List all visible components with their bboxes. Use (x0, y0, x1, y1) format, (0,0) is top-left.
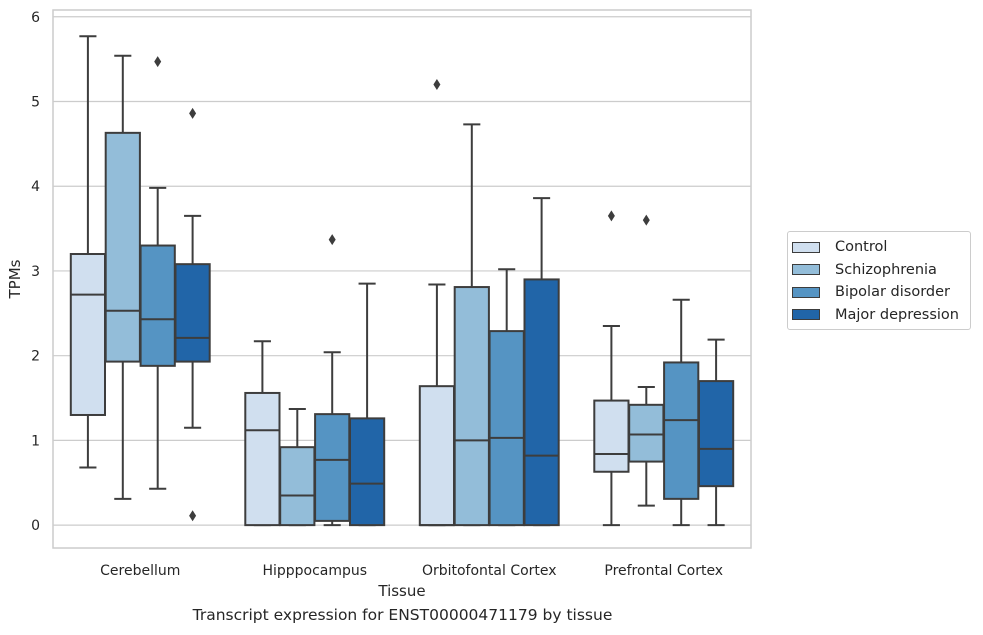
y-tick-label: 6 (31, 10, 40, 26)
x-tick-label: Hipppocampus (262, 563, 367, 579)
box-group (279, 408, 316, 527)
legend-label: Control (835, 239, 888, 256)
outlier-point (154, 56, 162, 68)
legend-item: Major depression (788, 304, 970, 327)
box-group (488, 268, 525, 527)
box-group (593, 210, 630, 527)
box (279, 446, 316, 527)
outlier-point (189, 107, 197, 119)
box (523, 278, 560, 527)
box-group (314, 234, 351, 527)
box-group (663, 298, 700, 527)
legend-label: Bipolar disorder (835, 284, 950, 301)
y-tick-label: 5 (31, 95, 40, 111)
legend-item: Schizophrenia (788, 259, 970, 282)
legend-swatch (792, 309, 820, 321)
y-tick-label: 1 (31, 433, 40, 449)
box (593, 399, 630, 473)
box (697, 380, 735, 488)
x-axis-label: Tissue (377, 582, 425, 600)
box-group (69, 35, 107, 469)
box (104, 131, 141, 363)
y-tick-label: 0 (31, 518, 40, 534)
legend: Control Schizophrenia Bipolar disorder Majo… (787, 231, 971, 330)
x-tick-label: Prefrontal Cortex (604, 563, 723, 579)
legend-item: Control (788, 236, 970, 259)
box-group (139, 56, 176, 490)
box (174, 263, 211, 363)
x-tick-label: Cerebellum (100, 563, 180, 579)
outlier-point (189, 510, 197, 522)
y-tick-labels: 0 1 2 3 4 5 6 (31, 10, 40, 534)
box-group (628, 214, 665, 507)
box (139, 244, 176, 367)
box (663, 361, 700, 500)
box (628, 403, 665, 463)
legend-label: Major depression (835, 306, 959, 323)
box (453, 286, 490, 527)
box (314, 413, 351, 522)
boxes (69, 35, 735, 527)
box (418, 385, 456, 527)
legend-swatch (792, 241, 820, 253)
box (244, 391, 281, 527)
box-group (418, 79, 456, 527)
outlier-point (642, 214, 650, 226)
box-group (523, 197, 560, 527)
box (348, 417, 386, 527)
box-group (697, 338, 735, 527)
y-tick-label: 2 (31, 349, 40, 365)
outlier-point (607, 210, 615, 222)
y-tick-label: 4 (31, 179, 40, 195)
outlier-point (433, 79, 441, 91)
x-tick-labels: Cerebellum Hipppocampus Orbitofontal Corte… (100, 563, 723, 579)
y-axis-label: TPMs (6, 259, 24, 299)
box-group (244, 340, 281, 527)
legend-swatch (792, 286, 820, 298)
legend-label: Schizophrenia (835, 261, 937, 278)
box (69, 253, 107, 416)
x-tick-label: Orbitofontal Cortex (422, 563, 557, 579)
plot-frame (52, 9, 752, 549)
box-group (104, 54, 141, 500)
box-group (453, 123, 490, 527)
outlier-point (328, 234, 336, 246)
box (488, 330, 525, 527)
legend-item: Bipolar disorder (788, 281, 970, 304)
box-group (174, 107, 211, 522)
chart-caption: Transcript expression for ENST0000047117… (192, 606, 613, 624)
y-tick-label: 3 (31, 264, 40, 280)
legend-swatch (792, 264, 820, 276)
box-group (348, 282, 386, 527)
